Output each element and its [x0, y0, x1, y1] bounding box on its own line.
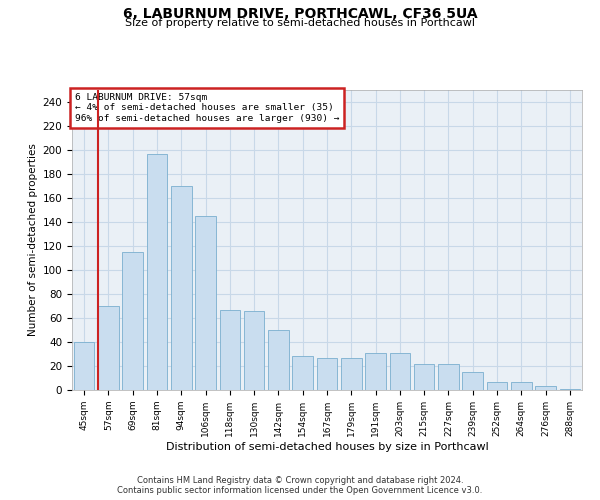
Bar	[244, 311, 265, 390]
Bar	[317, 358, 337, 390]
Bar	[560, 389, 580, 390]
Y-axis label: Number of semi-detached properties: Number of semi-detached properties	[28, 144, 38, 336]
Bar	[171, 186, 191, 390]
Bar	[438, 364, 459, 390]
Bar	[220, 310, 240, 390]
Text: 6 LABURNUM DRIVE: 57sqm
← 4% of semi-detached houses are smaller (35)
96% of sem: 6 LABURNUM DRIVE: 57sqm ← 4% of semi-det…	[74, 93, 339, 123]
Text: Size of property relative to semi-detached houses in Porthcawl: Size of property relative to semi-detach…	[125, 18, 475, 28]
Bar	[292, 356, 313, 390]
Bar	[146, 154, 167, 390]
Text: Distribution of semi-detached houses by size in Porthcawl: Distribution of semi-detached houses by …	[166, 442, 488, 452]
Bar	[122, 252, 143, 390]
Bar	[414, 364, 434, 390]
Text: 6, LABURNUM DRIVE, PORTHCAWL, CF36 5UA: 6, LABURNUM DRIVE, PORTHCAWL, CF36 5UA	[122, 8, 478, 22]
Bar	[511, 382, 532, 390]
Bar	[268, 330, 289, 390]
Bar	[487, 382, 508, 390]
Bar	[341, 358, 362, 390]
Bar	[365, 353, 386, 390]
Bar	[98, 306, 119, 390]
Text: Contains HM Land Registry data © Crown copyright and database right 2024.
Contai: Contains HM Land Registry data © Crown c…	[118, 476, 482, 495]
Bar	[74, 342, 94, 390]
Bar	[195, 216, 216, 390]
Bar	[535, 386, 556, 390]
Bar	[389, 353, 410, 390]
Bar	[463, 372, 483, 390]
